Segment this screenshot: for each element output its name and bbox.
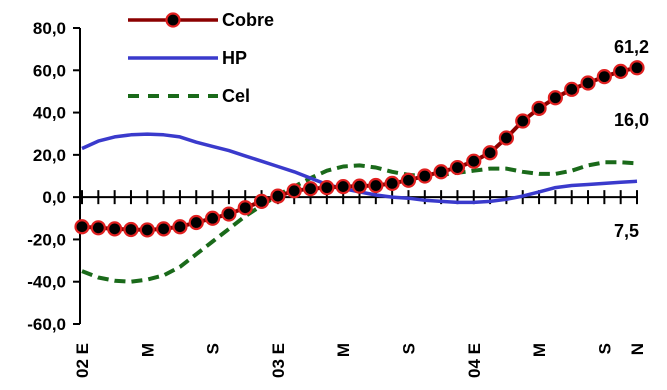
data-point-cobre xyxy=(384,175,400,191)
data-point-cobre xyxy=(221,206,237,222)
x-tick-label: 02 E xyxy=(73,343,92,378)
x-axis: 02 E M S 03 E M S 04 E M S N xyxy=(73,190,647,378)
annotation-hp: 7,5 xyxy=(614,221,639,241)
annotations: 61,2 16,0 7,5 xyxy=(614,37,649,241)
data-point-cobre xyxy=(319,180,335,196)
y-tick-label: -40,0 xyxy=(27,273,66,292)
y-tick-label: 0,0 xyxy=(42,188,66,207)
data-point-cobre xyxy=(335,178,351,195)
data-point-cobre xyxy=(417,168,433,184)
legend-label-cobre: Cobre xyxy=(222,10,274,30)
data-point-cobre xyxy=(466,153,482,169)
y-tick-label: -20,0 xyxy=(27,230,66,249)
annotation-cel: 16,0 xyxy=(614,110,649,130)
data-point-cobre xyxy=(613,63,629,79)
data-point-cobre xyxy=(123,221,139,238)
data-point-cobre xyxy=(139,222,155,238)
y-tick-label: 80,0 xyxy=(33,19,66,38)
x-tick-label: M xyxy=(138,343,157,357)
data-point-cobre xyxy=(253,193,270,209)
y-tick-label: 40,0 xyxy=(33,104,66,123)
legend: Cobre HP Cel xyxy=(128,10,274,106)
data-point-cobre xyxy=(564,81,580,97)
data-point-cobre xyxy=(188,214,204,231)
y-axis: 80,0 60,0 40,0 20,0 0,0 -20,0 -40,0 -60,0 xyxy=(27,19,81,334)
data-point-cobre xyxy=(629,60,645,76)
data-point-cobre xyxy=(351,178,368,194)
legend-label-cel: Cel xyxy=(222,86,250,106)
data-point-cobre xyxy=(515,113,531,129)
x-tick-label: 04 E xyxy=(465,343,484,378)
y-tick-label: 60,0 xyxy=(33,61,66,80)
data-point-cobre xyxy=(204,210,221,226)
data-point-cobre xyxy=(498,130,515,146)
y-tick-label: -60,0 xyxy=(27,315,66,334)
x-tick-label: M xyxy=(530,343,549,357)
x-tick-label: M xyxy=(334,343,353,357)
data-point-cobre xyxy=(547,90,563,106)
x-tick-label: S xyxy=(595,343,614,354)
data-point-cobre xyxy=(74,219,90,235)
data-point-cobre xyxy=(237,200,253,216)
data-point-cobre xyxy=(302,181,319,197)
data-point-cobre xyxy=(433,164,449,180)
data-point-cobre xyxy=(90,220,106,236)
data-point-cobre xyxy=(531,100,547,116)
data-point-cobre xyxy=(580,75,596,91)
data-point-cobre xyxy=(270,188,286,204)
legend-marker xyxy=(165,12,181,28)
annotation-cobre: 61,2 xyxy=(614,37,649,57)
y-tick-label: 20,0 xyxy=(33,146,66,165)
data-point-cobre xyxy=(400,172,417,188)
x-tick-label: N xyxy=(628,343,647,355)
data-point-cobre xyxy=(172,219,188,235)
data-point-cobre xyxy=(482,145,498,161)
series-line-cel xyxy=(81,160,638,284)
data-point-cobre xyxy=(286,183,302,199)
series-lines xyxy=(74,60,645,284)
x-tick-label: 03 E xyxy=(269,343,288,378)
data-point-cobre xyxy=(596,69,612,85)
data-point-cobre xyxy=(368,177,384,194)
data-point-cobre xyxy=(449,159,466,176)
legend-label-hp: HP xyxy=(222,48,247,68)
x-tick-label: S xyxy=(204,343,223,354)
data-point-cobre xyxy=(156,221,172,237)
data-point-cobre xyxy=(107,221,123,237)
x-tick-label: S xyxy=(399,343,418,354)
